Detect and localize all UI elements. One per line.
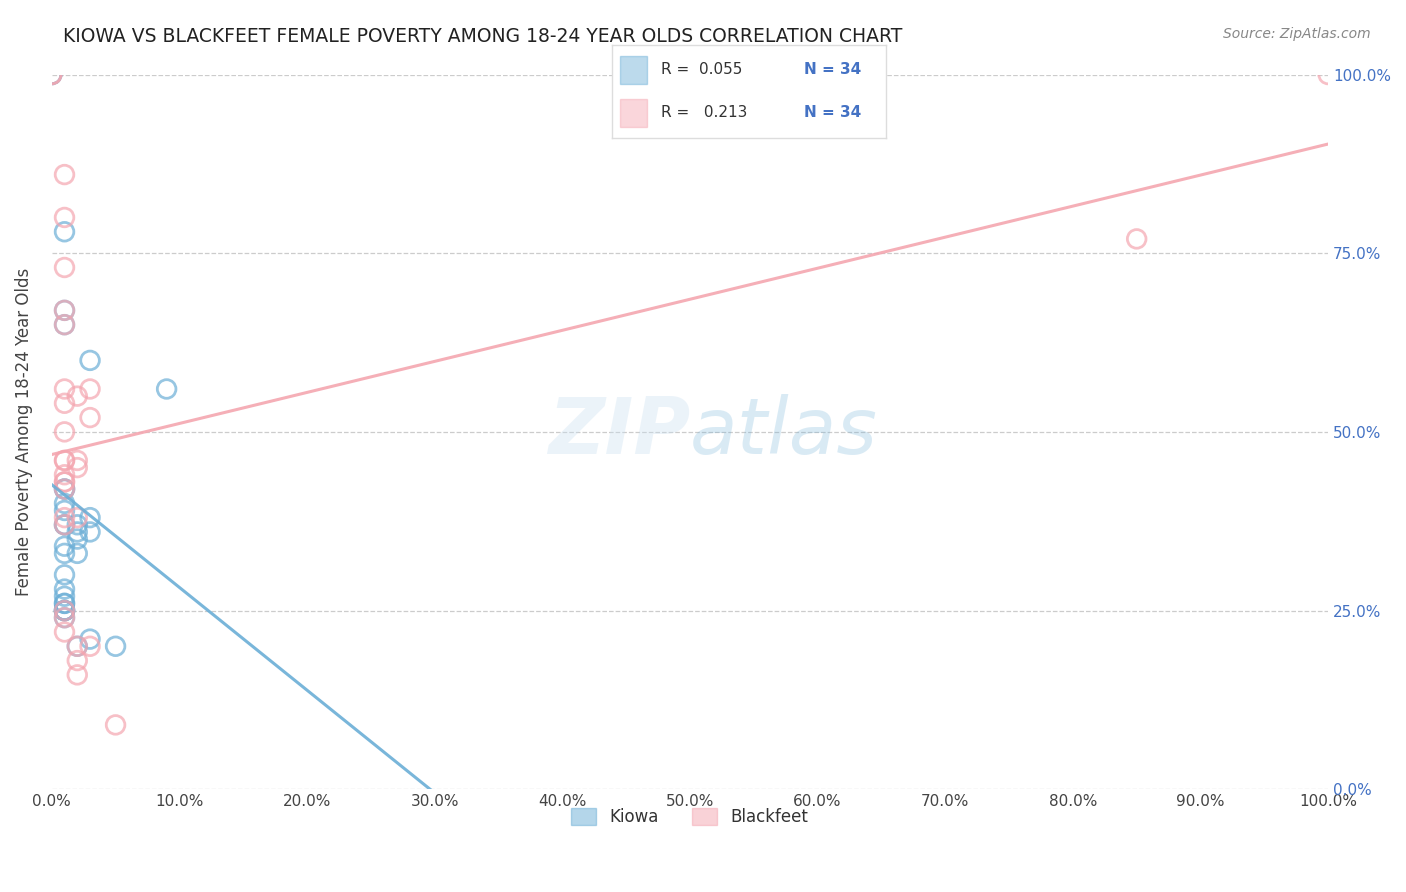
Point	[53, 567, 76, 582]
Y-axis label: Female Poverty Among 18-24 Year Olds: Female Poverty Among 18-24 Year Olds	[15, 268, 32, 596]
Point	[53, 482, 76, 496]
FancyBboxPatch shape	[620, 56, 647, 84]
FancyBboxPatch shape	[620, 99, 647, 127]
Point	[53, 318, 76, 332]
Point	[53, 625, 76, 640]
Point	[53, 475, 76, 489]
Point	[53, 603, 76, 617]
Point	[41, 68, 63, 82]
Point	[66, 517, 89, 532]
Point	[53, 303, 76, 318]
Point	[53, 475, 76, 489]
Text: Source: ZipAtlas.com: Source: ZipAtlas.com	[1223, 27, 1371, 41]
Point	[79, 410, 101, 425]
Point	[53, 168, 76, 182]
Point	[41, 68, 63, 82]
Point	[53, 467, 76, 482]
Point	[79, 382, 101, 396]
Point	[53, 510, 76, 524]
Point	[66, 654, 89, 668]
Text: ZIP: ZIP	[548, 394, 690, 470]
Point	[53, 517, 76, 532]
Text: KIOWA VS BLACKFEET FEMALE POVERTY AMONG 18-24 YEAR OLDS CORRELATION CHART: KIOWA VS BLACKFEET FEMALE POVERTY AMONG …	[63, 27, 903, 45]
Point	[66, 510, 89, 524]
Point	[53, 546, 76, 560]
Point	[53, 517, 76, 532]
Point	[53, 603, 76, 617]
Point	[53, 603, 76, 617]
Legend: Kiowa, Blackfeet: Kiowa, Blackfeet	[562, 799, 817, 835]
Point	[66, 668, 89, 682]
Point	[1125, 232, 1147, 246]
Point	[53, 453, 76, 467]
Point	[53, 453, 76, 467]
Point	[53, 596, 76, 610]
Point	[79, 632, 101, 647]
Point	[53, 496, 76, 510]
Point	[79, 524, 101, 539]
Point	[79, 510, 101, 524]
Point	[53, 603, 76, 617]
Text: R =   0.213: R = 0.213	[661, 105, 748, 120]
Point	[53, 539, 76, 553]
Point	[53, 303, 76, 318]
Point	[53, 225, 76, 239]
Point	[66, 546, 89, 560]
Point	[53, 596, 76, 610]
Point	[104, 640, 127, 654]
Point	[53, 589, 76, 603]
Point	[66, 524, 89, 539]
Point	[66, 460, 89, 475]
Text: N = 34: N = 34	[804, 62, 860, 78]
Point	[53, 425, 76, 439]
Point	[53, 396, 76, 410]
Point	[53, 482, 76, 496]
Point	[53, 318, 76, 332]
Text: N = 34: N = 34	[804, 105, 860, 120]
Point	[66, 640, 89, 654]
Point	[53, 610, 76, 624]
Text: atlas: atlas	[690, 394, 877, 470]
Point	[53, 211, 76, 225]
Point	[53, 603, 76, 617]
Point	[53, 503, 76, 517]
Point	[53, 517, 76, 532]
Point	[66, 532, 89, 546]
Point	[53, 482, 76, 496]
Point	[104, 718, 127, 732]
Point	[53, 582, 76, 596]
Text: R =  0.055: R = 0.055	[661, 62, 742, 78]
Point	[41, 68, 63, 82]
Point	[79, 640, 101, 654]
Point	[53, 382, 76, 396]
Point	[66, 453, 89, 467]
Point	[53, 610, 76, 624]
Point	[79, 353, 101, 368]
Point	[53, 260, 76, 275]
Point	[1317, 68, 1340, 82]
Point	[66, 640, 89, 654]
Point	[41, 68, 63, 82]
Point	[156, 382, 179, 396]
Point	[66, 389, 89, 403]
